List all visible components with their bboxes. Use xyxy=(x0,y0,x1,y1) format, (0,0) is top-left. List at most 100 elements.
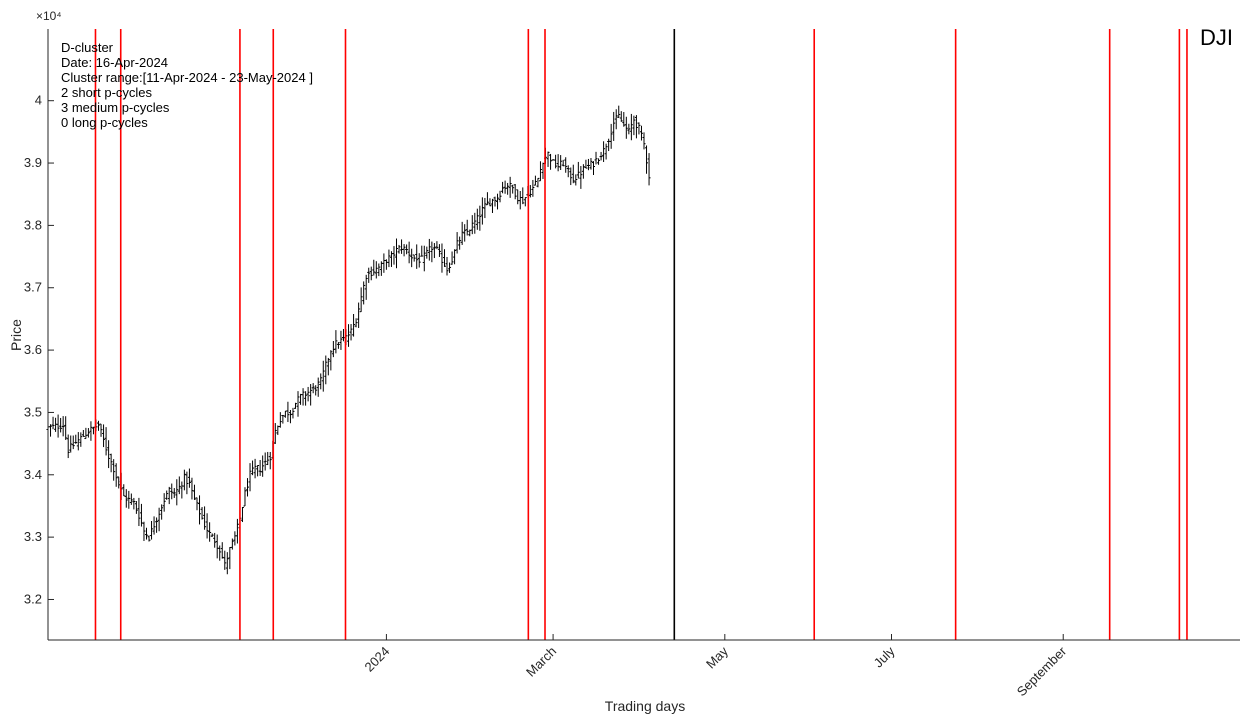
ohlc-bar xyxy=(261,455,265,477)
ohlc-bar xyxy=(79,432,83,447)
ohlc-bar xyxy=(170,483,174,500)
ohlc-bar xyxy=(453,249,457,265)
ohlc-bar xyxy=(175,479,179,506)
ohlc-bar xyxy=(624,116,628,139)
cluster-range: Cluster range:[11-Apr-2024 - 23-May-2024… xyxy=(61,70,313,85)
ohlc-bar xyxy=(66,434,70,459)
ohlc-bar xyxy=(455,232,459,254)
ohlc-bar xyxy=(549,153,553,170)
y-tick-label: 3.7 xyxy=(24,280,42,295)
ohlc-bar xyxy=(602,141,606,162)
ohlc-bar xyxy=(336,342,340,349)
ohlc-bar xyxy=(442,249,446,267)
ohlc-bar xyxy=(296,391,300,417)
ohlc-bar xyxy=(488,198,492,207)
ohlc-bar xyxy=(198,495,202,525)
y-tick-label: 3.6 xyxy=(24,342,42,357)
ohlc-bar xyxy=(645,145,649,174)
ohlc-bar xyxy=(253,458,257,479)
ohlc-bar xyxy=(501,181,505,194)
ohlc-bar xyxy=(218,545,222,561)
ohlc-bar xyxy=(81,429,85,437)
axes-frame xyxy=(47,29,1240,641)
ohlc-bar xyxy=(251,460,255,476)
ohlc-bar xyxy=(374,261,378,279)
ohlc-bar xyxy=(642,132,646,150)
ohlc-bar xyxy=(369,266,373,281)
cycle-lines xyxy=(94,29,1188,640)
ohlc-bar xyxy=(559,155,563,171)
ohlc-bar xyxy=(182,469,186,491)
ohlc-bar xyxy=(172,488,176,498)
y-axis-label: Price xyxy=(8,319,24,351)
ohlc-bar xyxy=(586,158,590,171)
ohlc-bar xyxy=(268,451,272,470)
ohlc-bar xyxy=(377,263,381,277)
ohlc-bar xyxy=(599,151,603,161)
ohlc-bar xyxy=(478,205,482,231)
ohlc-bar xyxy=(281,414,285,424)
ohlc-bar xyxy=(498,190,502,203)
short-cycles: 2 short p-cycles xyxy=(61,85,153,100)
ohlc-bar xyxy=(304,391,308,406)
ohlc-bar xyxy=(311,383,315,394)
ohlc-bar xyxy=(531,179,535,197)
ohlc-bar xyxy=(422,245,426,272)
ohlc-bar xyxy=(589,158,593,170)
ohlc-bar xyxy=(475,208,479,230)
y-tick-label: 3.5 xyxy=(24,404,42,419)
y-tick-label: 3.4 xyxy=(24,467,42,482)
ohlc-bar xyxy=(278,412,282,428)
ohlc-bar xyxy=(316,377,320,397)
ohlc-bar xyxy=(639,125,643,141)
plot-background xyxy=(48,29,1240,640)
y-exponent-label: ×10⁴ xyxy=(36,9,62,23)
long-cycles: 0 long p-cycles xyxy=(61,115,148,130)
ohlc-bar xyxy=(485,192,489,206)
ohlc-bar xyxy=(152,516,156,535)
ohlc-bar xyxy=(162,493,166,512)
ohlc-bar xyxy=(203,506,207,530)
ohlc-bar xyxy=(107,440,111,469)
axis-ticks xyxy=(48,100,1064,640)
ohlc-bar xyxy=(74,434,78,444)
cluster-info: D-cluster Date: 16-Apr-2024 Cluster rang… xyxy=(61,40,313,130)
x-tick-label: May xyxy=(703,643,731,671)
ohlc-bar xyxy=(387,249,391,268)
ohlc-bar xyxy=(132,497,136,510)
ohlc-bar xyxy=(407,241,411,264)
ohlc-bar xyxy=(364,274,368,300)
ohlc-bar xyxy=(614,109,618,130)
ohlc-bar xyxy=(248,463,252,492)
ohlc-bar xyxy=(112,459,116,481)
ohlc-bar xyxy=(448,262,452,273)
x-tick-label: 2024 xyxy=(361,644,392,675)
ohlc-bar xyxy=(208,522,212,542)
cluster-type: D-cluster xyxy=(61,40,114,55)
ohlc-bar xyxy=(604,143,608,160)
ohlc-bar xyxy=(402,244,406,257)
ohlc-bar xyxy=(210,533,214,538)
ohlc-bar xyxy=(513,184,517,200)
ohlc-bar xyxy=(185,471,189,495)
ohlc-bar xyxy=(109,453,113,473)
ohlc-bar xyxy=(230,538,234,550)
ohlc-bar xyxy=(97,420,101,431)
ohlc-bar xyxy=(127,490,131,509)
ohlc-bar xyxy=(99,423,103,437)
ohlc-bar xyxy=(240,506,244,523)
ohlc-bar xyxy=(576,161,580,179)
ohlc-bar xyxy=(463,224,467,242)
ohlc-bar xyxy=(309,384,313,406)
ohlc-bar xyxy=(235,518,239,544)
x-tick-label: September xyxy=(1014,643,1070,699)
ohlc-bar xyxy=(619,111,623,122)
ohlc-bar xyxy=(420,245,424,257)
ohlc-bar xyxy=(427,238,431,261)
ohlc-bar xyxy=(490,198,494,213)
ohlc-bar xyxy=(483,197,487,219)
ohlc-bar xyxy=(612,111,616,141)
ohlc-bar xyxy=(430,241,434,263)
ohlc-bar xyxy=(76,432,80,451)
